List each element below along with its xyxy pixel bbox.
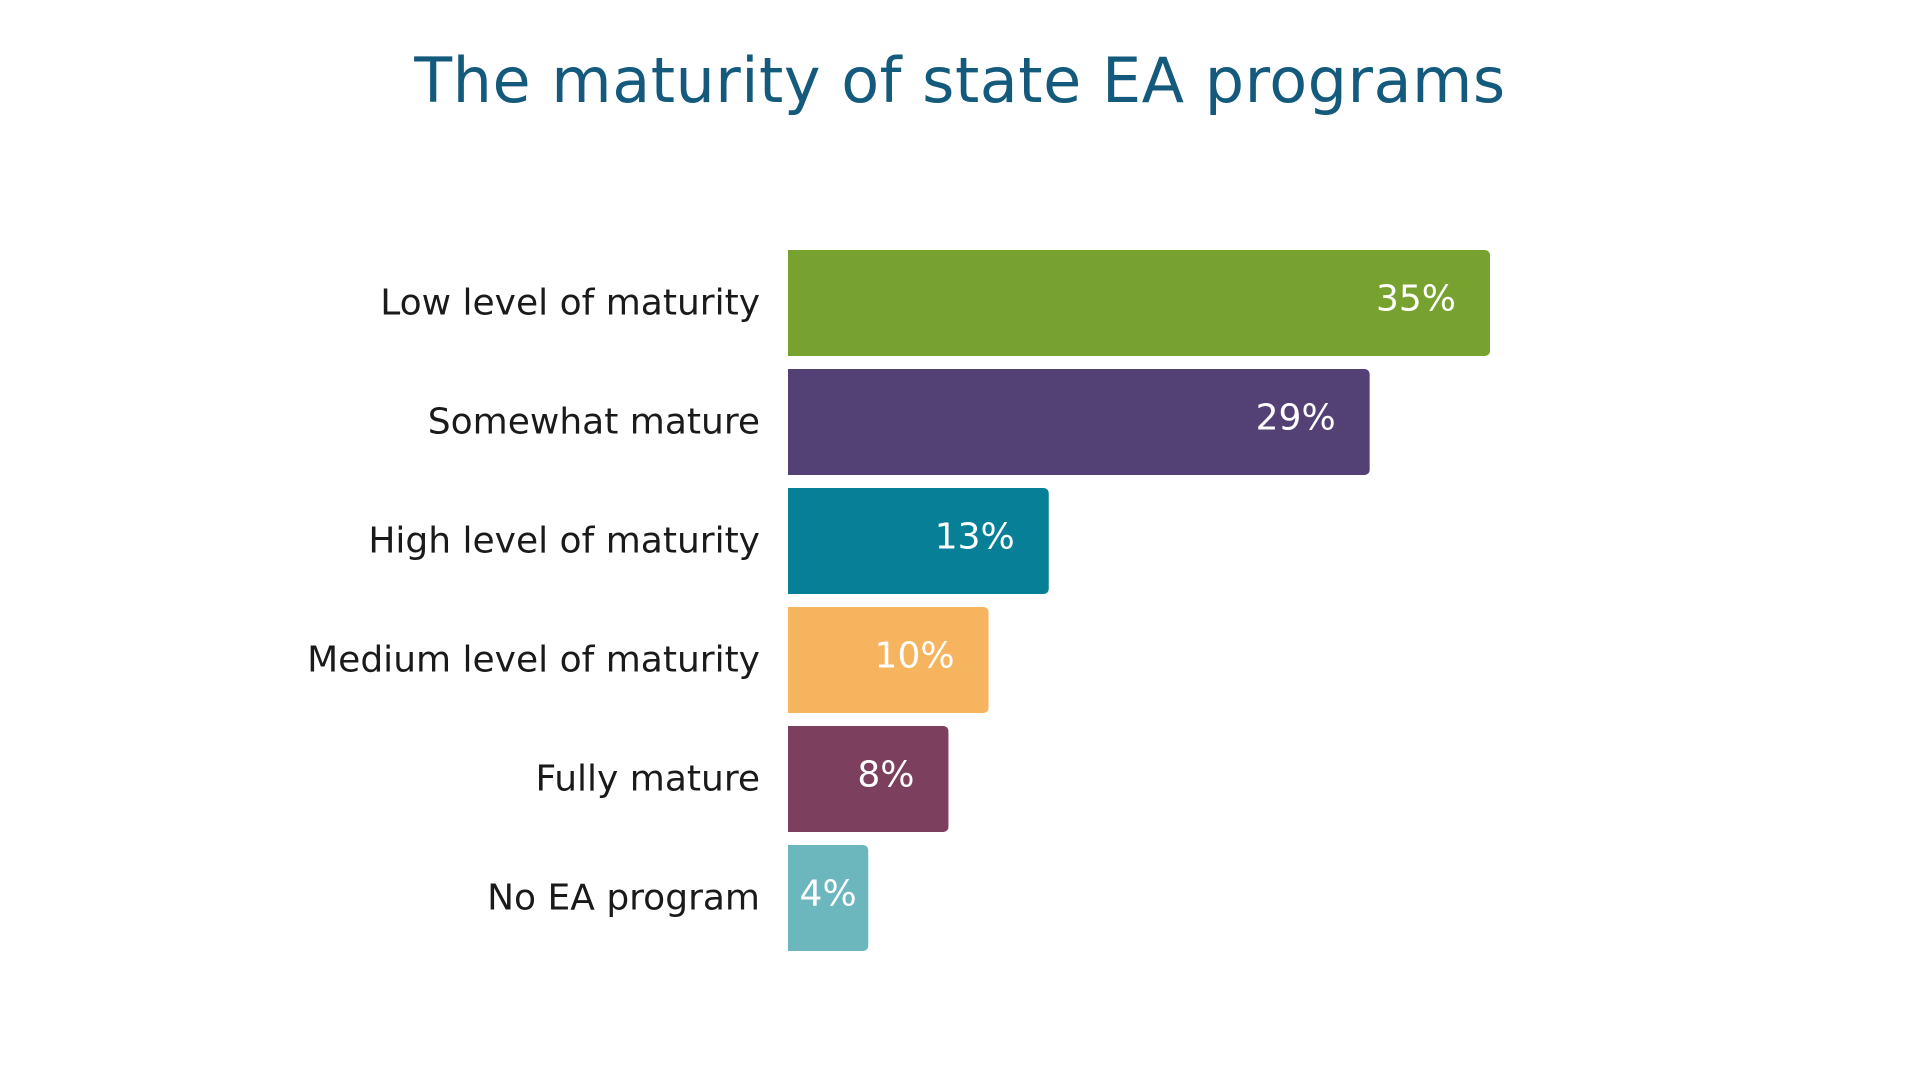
value-label-fully-mature: 8% [857, 755, 914, 796]
bar-base-medium-level-of-maturity [788, 607, 794, 713]
chart-title: The maturity of state EA programs [414, 44, 1506, 117]
bar-low-level-of-maturity [788, 250, 1490, 356]
bar-high-level-of-maturity [788, 488, 1049, 594]
bar-fully-mature [788, 726, 949, 832]
bar-base-low-level-of-maturity [788, 250, 794, 356]
bar-no-ea-program [788, 845, 869, 951]
category-label-medium-level-of-maturity: Medium level of maturity [307, 640, 760, 681]
bar-somewhat-mature [788, 369, 1370, 475]
value-label-somewhat-mature: 29% [1256, 398, 1336, 439]
category-label-low-level-of-maturity: Low level of maturity [380, 283, 760, 324]
value-label-no-ea-program: 4% [800, 874, 857, 915]
value-label-low-level-of-maturity: 35% [1376, 279, 1456, 320]
bar-medium-level-of-maturity [788, 607, 989, 713]
bar-base-fully-mature [788, 726, 794, 832]
value-label-medium-level-of-maturity: 10% [875, 636, 955, 677]
category-label-fully-mature: Fully mature [535, 759, 760, 800]
category-label-somewhat-mature: Somewhat mature [428, 402, 760, 443]
bar-base-somewhat-mature [788, 369, 794, 475]
category-label-high-level-of-maturity: High level of maturity [368, 521, 760, 562]
bar-base-high-level-of-maturity [788, 488, 794, 594]
bar-base-no-ea-program [788, 845, 794, 951]
value-label-high-level-of-maturity: 13% [935, 517, 1015, 558]
category-label-no-ea-program: No EA program [487, 878, 760, 919]
